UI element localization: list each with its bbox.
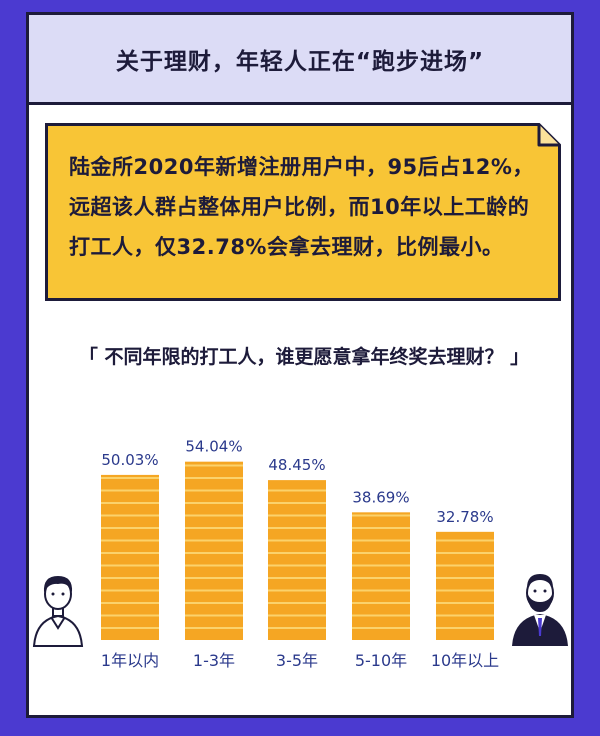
bar	[185, 461, 243, 640]
bar	[268, 480, 326, 640]
category-label: 3-5年	[276, 651, 318, 670]
bar-value-label: 32.78%	[436, 508, 493, 526]
bar-value-label: 48.45%	[268, 456, 325, 474]
chart-title: 「 不同年限的打工人，谁更愿意拿年终奖去理财？ 」	[78, 346, 530, 368]
young-man-icon	[32, 576, 84, 647]
bar	[352, 512, 410, 640]
category-label: 1-3年	[193, 651, 235, 670]
bar	[436, 531, 494, 640]
page-title: 关于理财，年轻人正在“跑步进场”	[115, 48, 485, 75]
category-label: 10年以上	[431, 651, 499, 670]
bar-value-label: 38.69%	[352, 488, 409, 506]
bar-value-label: 50.03%	[101, 451, 158, 469]
bar-chart: 50.03% 1年以内 54.04% 1-3年 48.45% 3-5年 38.69% 5-10…	[32, 438, 568, 670]
bar-rect	[352, 512, 410, 640]
folded-corner-icon	[537, 124, 560, 147]
bearded-man-icon	[512, 574, 568, 646]
category-label: 5-10年	[355, 651, 407, 670]
category-label: 1年以内	[101, 651, 159, 670]
bar-value-label: 54.04%	[185, 438, 242, 456]
note-box: 陆金所2020年新增注册用户中，95后占12%，远超该人群占整体用户比例，而10…	[45, 123, 561, 301]
note-box-shape	[45, 123, 561, 301]
header: 关于理财，年轻人正在“跑步进场”	[29, 15, 571, 105]
note-text: 陆金所2020年新增注册用户中，95后占12%，远超该人群占整体用户比例，而10…	[69, 155, 534, 259]
bar-rect	[268, 480, 326, 640]
bar	[101, 474, 159, 640]
bar-rect	[185, 461, 243, 640]
bar-rect	[436, 531, 494, 640]
